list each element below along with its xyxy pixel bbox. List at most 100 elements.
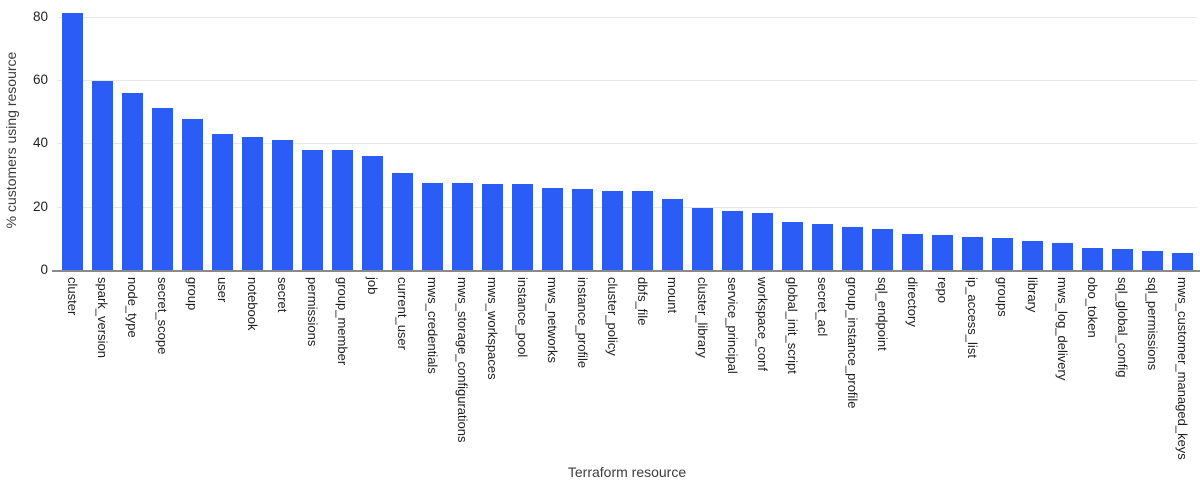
x-tick-label-cluster_library: cluster_library xyxy=(695,277,710,358)
gridline-80 xyxy=(57,16,1197,18)
x-axis-line xyxy=(52,270,1200,272)
x-label-cell: directory xyxy=(897,277,927,462)
x-tick-label-ip_access_list: ip_access_list xyxy=(965,277,980,358)
y-tick-label-60: 60 xyxy=(32,71,48,87)
bar-current_user xyxy=(391,173,413,270)
bar-user xyxy=(211,133,233,270)
bar-cell xyxy=(687,0,717,270)
x-tick-label-directory: directory xyxy=(905,277,920,327)
x-tick-label-spark_version: spark_version xyxy=(95,277,110,358)
bar-cluster_library xyxy=(691,208,713,270)
bar-instance_pool xyxy=(511,184,533,270)
bar-sql_global_config xyxy=(1111,249,1133,270)
bar-cell xyxy=(777,0,807,270)
x-label-cell: secret_acl xyxy=(807,277,837,462)
bar-cell xyxy=(117,0,147,270)
bar-group_instance_profile xyxy=(841,227,863,270)
bar-cell xyxy=(597,0,627,270)
x-label-cell: mws_log_delivery xyxy=(1047,277,1077,462)
x-label-cell: sql_permissions xyxy=(1137,277,1167,462)
x-tick-label-mws_storage_configurations: mws_storage_configurations xyxy=(455,277,470,443)
x-label-cell: node_type xyxy=(117,277,147,462)
bar-permissions xyxy=(301,149,323,270)
x-tick-label-secret_acl: secret_acl xyxy=(815,277,830,337)
x-axis-labels: cluster spark_version node_type secret_scop… xyxy=(57,277,1197,462)
x-tick-label-repo: repo xyxy=(935,277,950,304)
bar-cell xyxy=(417,0,447,270)
bar-mws_customer_managed_keys xyxy=(1171,252,1193,270)
x-label-cell: group_instance_profile xyxy=(837,277,867,462)
bars xyxy=(57,0,1197,270)
bar-ip_access_list xyxy=(961,236,983,270)
x-tick-label-mws_log_delivery: mws_log_delivery xyxy=(1055,277,1070,381)
x-label-cell: mount xyxy=(657,277,687,462)
x-label-cell: repo xyxy=(927,277,957,462)
x-tick-label-obo_token: obo_token xyxy=(1085,277,1100,338)
x-label-cell: dbfs_file xyxy=(627,277,657,462)
x-tick-label-library: library xyxy=(1025,277,1040,313)
bar-cell xyxy=(207,0,237,270)
x-tick-label-mws_networks: mws_networks xyxy=(545,277,560,363)
bar-cell xyxy=(717,0,747,270)
bar-cell xyxy=(327,0,357,270)
bar-cell xyxy=(627,0,657,270)
bar-cell xyxy=(507,0,537,270)
x-label-cell: permissions xyxy=(297,277,327,462)
bar-mws_log_delivery xyxy=(1051,243,1073,270)
bar-cell xyxy=(897,0,927,270)
x-tick-label-current_user: current_user xyxy=(395,277,410,350)
bar-mws_storage_configurations xyxy=(451,182,473,270)
bar-cell xyxy=(267,0,297,270)
bar-cell xyxy=(537,0,567,270)
x-label-cell: group xyxy=(177,277,207,462)
bar-cell xyxy=(387,0,417,270)
x-label-cell: obo_token xyxy=(1077,277,1107,462)
x-axis-title: Terraform resource xyxy=(567,464,687,480)
bar-secret_scope xyxy=(151,108,173,270)
x-tick-label-mws_credentials: mws_credentials xyxy=(425,277,440,374)
x-tick-label-sql_permissions: sql_permissions xyxy=(1145,277,1160,371)
x-tick-label-notebook: notebook xyxy=(245,277,260,331)
bar-cell xyxy=(1017,0,1047,270)
x-tick-label-workspace_conf: workspace_conf xyxy=(755,277,770,371)
x-label-cell: instance_pool xyxy=(507,277,537,462)
bar-groups xyxy=(991,238,1013,270)
x-tick-label-mws_customer_managed_keys: mws_customer_managed_keys xyxy=(1175,277,1190,460)
gridline-20 xyxy=(57,206,1197,208)
x-label-cell: spark_version xyxy=(87,277,117,462)
x-tick-label-user: user xyxy=(215,277,230,303)
x-label-cell: user xyxy=(207,277,237,462)
bar-cell xyxy=(1047,0,1077,270)
plot-area xyxy=(52,0,1200,272)
bar-mws_workspaces xyxy=(481,184,503,270)
bar-sql_permissions xyxy=(1141,251,1163,270)
x-label-cell: mws_storage_configurations xyxy=(447,277,477,462)
bar-cluster xyxy=(61,13,83,270)
bar-cell xyxy=(177,0,207,270)
bar-service_principal xyxy=(721,211,743,270)
bar-sql_endpoint xyxy=(871,228,893,270)
x-label-cell: notebook xyxy=(237,277,267,462)
bar-cell xyxy=(567,0,597,270)
x-label-cell: group_member xyxy=(327,277,357,462)
bar-cell xyxy=(147,0,177,270)
bar-cell xyxy=(807,0,837,270)
bar-secret xyxy=(271,140,293,270)
x-tick-label-group: group xyxy=(185,277,200,311)
x-tick-label-sql_endpoint: sql_endpoint xyxy=(875,277,890,351)
bar-secret_acl xyxy=(811,224,833,270)
x-tick-label-groups: groups xyxy=(995,277,1010,317)
bar-cluster_policy xyxy=(601,190,623,270)
bar-global_init_script xyxy=(781,222,803,270)
x-tick-label-sql_global_config: sql_global_config xyxy=(1115,277,1130,378)
x-label-cell: mws_credentials xyxy=(417,277,447,462)
bar-mws_networks xyxy=(541,187,563,270)
x-tick-label-secret: secret xyxy=(275,277,290,313)
bar-cell xyxy=(447,0,477,270)
x-label-cell: library xyxy=(1017,277,1047,462)
bar-cell xyxy=(477,0,507,270)
x-label-cell: cluster_policy xyxy=(597,277,627,462)
bar-dbfs_file xyxy=(631,190,653,270)
bar-cell xyxy=(1137,0,1167,270)
gridline-60 xyxy=(57,79,1197,81)
